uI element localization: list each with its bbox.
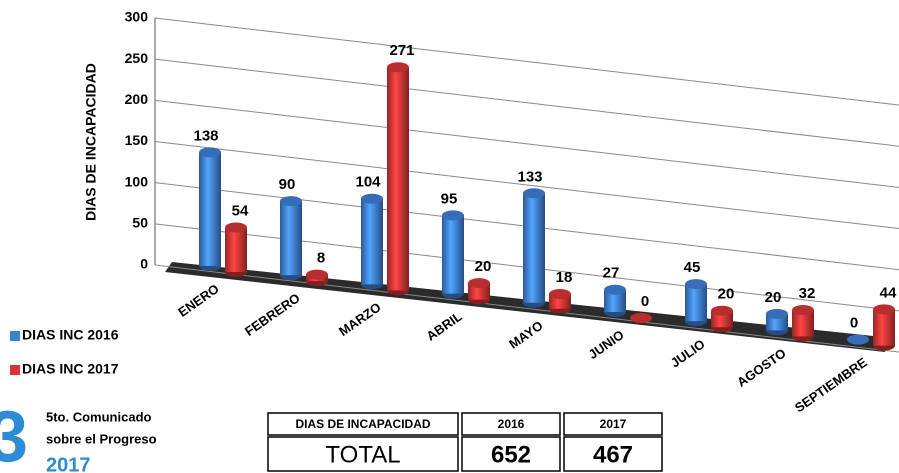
grid-line — [154, 141, 899, 230]
x-tick-label: MARZO — [336, 299, 384, 339]
table — [267, 412, 663, 472]
value-label: 104 — [355, 174, 381, 191]
legend-swatch — [10, 331, 20, 341]
bar-top — [766, 308, 788, 319]
value-label: 95 — [441, 190, 458, 207]
value-label: 138 — [193, 127, 218, 144]
bar — [442, 215, 464, 294]
value-label: 0 — [641, 293, 649, 310]
x-tick-label: SEPTIEMBRE — [792, 354, 870, 415]
grid-line — [154, 58, 899, 147]
y-tick-label: 100 — [125, 173, 149, 189]
x-tick-label: FEBRERO — [242, 290, 303, 339]
value-label: 45 — [684, 259, 701, 276]
bar-top — [711, 305, 733, 316]
value-label: 133 — [517, 168, 542, 185]
bar — [199, 152, 221, 266]
y-tick-label: 200 — [125, 91, 149, 107]
bar — [387, 67, 409, 291]
footer-line: sobre el Progreso — [46, 431, 157, 446]
bar-top — [847, 334, 869, 345]
bar-top — [225, 222, 247, 233]
bar — [604, 289, 626, 312]
bar-top — [604, 284, 626, 295]
value-label: 8 — [317, 250, 325, 267]
table-cell — [267, 436, 459, 472]
y-tick-label: 0 — [140, 256, 148, 272]
grid-line — [154, 264, 899, 353]
bar-top — [792, 305, 814, 316]
legend-swatch — [10, 365, 20, 375]
bar — [685, 284, 707, 322]
bar-top — [306, 269, 328, 280]
value-label: 18 — [556, 269, 573, 286]
table-cell — [563, 412, 663, 436]
table-header: 2016 — [498, 417, 525, 431]
x-tick-label: MAYO — [506, 318, 546, 352]
bar — [873, 309, 895, 346]
x-tick-label: ABRIL — [424, 309, 465, 344]
y-axis-label: DIAS DE INCAPACIDAD — [83, 63, 99, 221]
bar-top — [549, 288, 571, 299]
grid-line — [154, 17, 899, 106]
footer-year: 2017 — [46, 454, 91, 473]
x-tick-label: JUNIO — [586, 327, 627, 362]
x-tick-label: ENERO — [175, 281, 221, 320]
table-cell-text: TOTAL — [325, 441, 400, 468]
table-cell-text: 467 — [593, 441, 633, 468]
bar — [361, 198, 383, 285]
bar — [280, 201, 302, 276]
bar-top — [442, 210, 464, 221]
y-tick-label: 300 — [125, 9, 149, 25]
value-label: 20 — [718, 286, 735, 303]
table-cell — [461, 436, 561, 472]
bar-top — [685, 279, 707, 290]
bar-top — [468, 278, 490, 289]
bar-top — [387, 62, 409, 73]
bar-top — [280, 196, 302, 207]
value-label: 27 — [603, 265, 620, 282]
value-label: 20 — [765, 289, 782, 306]
legend-label: DIAS INC 2017 — [22, 361, 119, 377]
table-cell — [267, 412, 459, 436]
value-label: 20 — [475, 258, 492, 275]
x-tick-label: JULIO — [668, 336, 708, 370]
value-label: 54 — [232, 203, 249, 220]
bar-top — [361, 193, 383, 204]
value-label: 90 — [279, 176, 296, 193]
value-label: 44 — [880, 284, 897, 301]
legend-label: DIAS INC 2016 — [22, 327, 119, 343]
bar — [792, 310, 814, 337]
y-tick-label: 250 — [125, 50, 149, 66]
footer-number: 3 — [0, 397, 28, 473]
table-cell-text: 652 — [491, 441, 531, 468]
footer-line: 5to. Comunicado — [46, 409, 152, 424]
value-label: 0 — [850, 315, 858, 332]
table-cell — [461, 412, 561, 436]
table-cell — [563, 436, 663, 472]
bar — [225, 227, 247, 272]
bar-top — [630, 313, 652, 323]
y-tick-label: 150 — [125, 132, 149, 148]
x-tick-label: AGOSTO — [734, 345, 789, 389]
value-label: 271 — [389, 42, 414, 59]
value-label: 32 — [799, 285, 816, 302]
bar — [523, 193, 545, 303]
table-header: 2017 — [600, 417, 627, 431]
y-tick-label: 50 — [132, 215, 148, 231]
bar-top — [523, 188, 545, 199]
bar-top — [873, 304, 895, 315]
bar-top — [199, 147, 221, 158]
table-header: DIAS DE INCAPACIDAD — [295, 417, 430, 431]
grid-line — [154, 99, 899, 188]
